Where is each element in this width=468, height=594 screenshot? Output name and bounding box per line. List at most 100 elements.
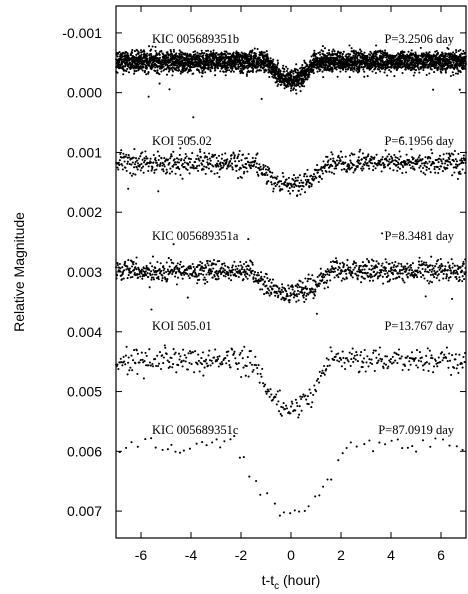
data-point bbox=[420, 66, 423, 69]
data-point bbox=[233, 273, 236, 276]
data-point bbox=[292, 70, 295, 73]
data-point bbox=[140, 51, 143, 54]
data-point bbox=[310, 55, 313, 58]
data-point bbox=[389, 60, 392, 63]
data-point bbox=[138, 66, 141, 69]
data-point bbox=[264, 174, 267, 177]
data-point bbox=[216, 67, 220, 70]
data-point bbox=[119, 63, 122, 66]
data-point bbox=[365, 60, 368, 63]
data-point bbox=[336, 51, 339, 54]
data-point bbox=[302, 185, 305, 188]
data-point bbox=[141, 69, 144, 72]
data-point bbox=[439, 68, 442, 71]
data-point bbox=[141, 277, 144, 280]
data-point bbox=[396, 169, 399, 172]
data-point bbox=[362, 167, 365, 170]
data-point bbox=[237, 51, 240, 55]
data-point bbox=[333, 50, 336, 53]
data-point bbox=[258, 56, 261, 59]
data-point bbox=[334, 53, 338, 56]
data-point bbox=[453, 149, 456, 153]
data-point bbox=[147, 169, 150, 173]
data-point bbox=[304, 62, 307, 65]
data-point bbox=[187, 267, 191, 270]
data-point bbox=[277, 70, 280, 73]
data-point bbox=[392, 169, 395, 172]
data-point bbox=[140, 271, 143, 275]
data-point bbox=[183, 59, 186, 62]
data-point bbox=[262, 168, 265, 171]
data-point bbox=[346, 57, 349, 60]
data-point bbox=[375, 56, 378, 59]
data-point bbox=[245, 73, 248, 76]
data-point bbox=[169, 61, 172, 64]
data-point bbox=[252, 67, 255, 71]
data-point bbox=[400, 60, 403, 63]
data-point bbox=[191, 274, 194, 277]
data-point bbox=[265, 50, 268, 53]
data-point bbox=[124, 155, 127, 158]
data-point bbox=[388, 69, 391, 72]
data-point bbox=[276, 80, 279, 83]
data-point bbox=[325, 170, 328, 173]
data-point bbox=[171, 70, 175, 73]
data-point bbox=[224, 54, 228, 57]
data-point bbox=[310, 183, 313, 186]
data-point bbox=[152, 269, 155, 272]
data-point bbox=[342, 56, 345, 59]
data-point bbox=[208, 53, 211, 56]
data-point bbox=[215, 270, 218, 273]
data-point bbox=[152, 278, 156, 281]
data-point bbox=[123, 59, 126, 63]
data-point bbox=[229, 159, 232, 163]
data-point bbox=[139, 65, 142, 68]
data-point bbox=[420, 170, 423, 173]
data-point bbox=[341, 53, 344, 56]
data-point bbox=[387, 160, 390, 163]
data-point bbox=[340, 168, 343, 171]
data-point bbox=[317, 169, 320, 172]
data-point bbox=[124, 51, 127, 54]
data-point bbox=[179, 173, 182, 177]
data-point bbox=[336, 75, 339, 78]
data-point bbox=[138, 62, 141, 65]
data-point bbox=[217, 275, 220, 278]
data-point bbox=[383, 62, 386, 65]
data-point bbox=[162, 168, 165, 171]
data-point bbox=[186, 296, 189, 299]
data-point bbox=[398, 56, 401, 59]
data-point bbox=[174, 172, 177, 175]
data-point bbox=[251, 156, 254, 159]
data-point bbox=[298, 174, 301, 177]
data-point bbox=[153, 57, 156, 60]
data-point bbox=[189, 68, 192, 71]
data-point bbox=[225, 51, 228, 54]
data-point bbox=[142, 171, 145, 174]
data-point bbox=[209, 163, 212, 166]
data-point bbox=[126, 160, 129, 163]
data-point bbox=[227, 165, 230, 168]
data-point bbox=[235, 50, 238, 53]
data-point bbox=[310, 185, 313, 188]
data-point bbox=[263, 69, 266, 72]
data-point bbox=[149, 262, 152, 265]
data-point bbox=[149, 274, 152, 277]
data-point bbox=[371, 66, 374, 69]
data-point bbox=[241, 164, 244, 167]
data-point bbox=[165, 168, 168, 171]
data-point bbox=[316, 171, 319, 174]
data-point bbox=[205, 49, 208, 52]
data-point bbox=[143, 50, 146, 53]
data-point bbox=[448, 158, 451, 161]
data-point bbox=[260, 168, 263, 171]
data-point bbox=[367, 60, 370, 63]
data-point bbox=[435, 61, 438, 64]
data-point bbox=[370, 57, 373, 60]
data-point bbox=[272, 190, 275, 193]
data-point bbox=[181, 62, 184, 65]
data-point bbox=[256, 152, 259, 155]
data-point bbox=[313, 52, 316, 55]
data-point bbox=[437, 67, 440, 70]
data-point bbox=[358, 159, 361, 162]
